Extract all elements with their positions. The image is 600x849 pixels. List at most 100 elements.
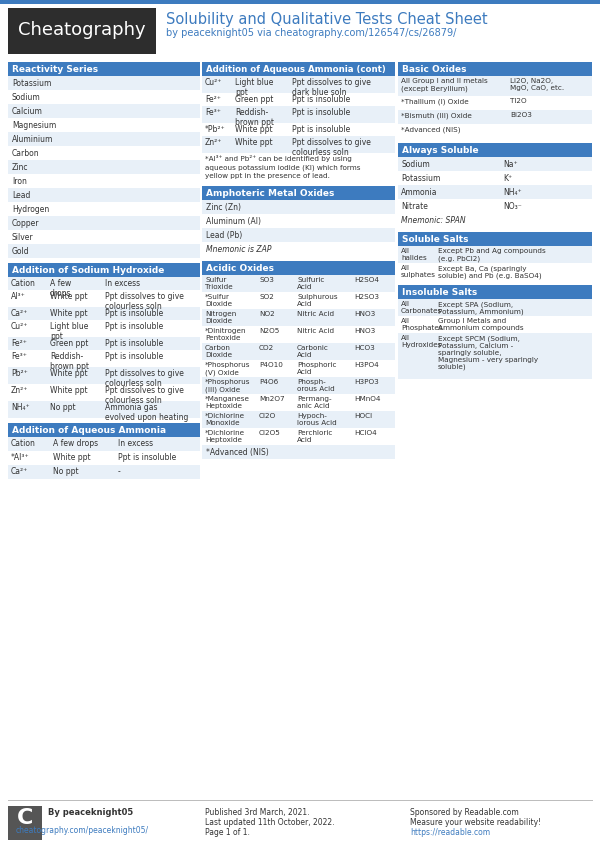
Bar (8, 132, 200, 146)
Text: cheatography.com/peaceknight05/: cheatography.com/peaceknight05/ (16, 826, 149, 835)
Bar (398, 96, 592, 110)
Text: Fe²⁺: Fe²⁺ (11, 339, 27, 348)
Text: SO2: SO2 (259, 294, 274, 300)
Text: Always Soluble: Always Soluble (402, 145, 479, 155)
Text: White ppt: White ppt (50, 292, 88, 301)
Text: Cation: Cation (11, 279, 36, 288)
Text: -: - (118, 467, 121, 476)
Text: Hydrogen: Hydrogen (12, 205, 49, 213)
Text: Silver: Silver (12, 233, 34, 241)
Text: All
halides: All halides (401, 248, 427, 261)
Text: Cation: Cation (11, 439, 36, 448)
Text: *Thallium (I) Oxide: *Thallium (I) Oxide (401, 98, 469, 104)
Bar (8, 350, 200, 367)
Text: Lead (Pb): Lead (Pb) (206, 230, 242, 239)
Bar (398, 62, 592, 76)
Text: Ammonia: Ammonia (401, 188, 437, 196)
Text: Except SPA (Sodium,
Potassium, Ammonium): Except SPA (Sodium, Potassium, Ammonium) (438, 301, 524, 315)
Bar (8, 90, 200, 104)
Text: H3PO3: H3PO3 (354, 379, 379, 385)
Text: White ppt: White ppt (235, 125, 272, 134)
Bar (398, 76, 592, 96)
Bar (8, 290, 200, 307)
Text: Ppt is insoluble: Ppt is insoluble (118, 453, 176, 462)
Text: Zinc (Zn): Zinc (Zn) (206, 203, 241, 211)
Bar (202, 261, 395, 275)
Bar (202, 93, 395, 106)
Bar (8, 146, 200, 160)
Text: Calcium: Calcium (12, 106, 43, 115)
Bar (202, 292, 395, 309)
Text: Fe³⁺: Fe³⁺ (11, 352, 27, 361)
Text: Ammonia gas
evolved upon heating: Ammonia gas evolved upon heating (105, 403, 188, 423)
Text: Copper: Copper (12, 218, 40, 228)
Text: *Phosphorus
(V) Oxide: *Phosphorus (V) Oxide (205, 362, 251, 375)
Text: *Dinitrogen
Pentoxide: *Dinitrogen Pentoxide (205, 328, 247, 341)
Text: Addition of Sodium Hydroxide: Addition of Sodium Hydroxide (12, 266, 164, 274)
Bar (398, 213, 592, 227)
Bar (8, 401, 200, 418)
Text: Published 3rd March, 2021.: Published 3rd March, 2021. (205, 808, 310, 817)
Bar (0, 0, 600, 4)
Text: No ppt: No ppt (50, 403, 76, 412)
Text: *Advanced (NIS): *Advanced (NIS) (206, 447, 269, 457)
Text: Bi2O3: Bi2O3 (510, 112, 532, 118)
Bar (398, 199, 592, 213)
Bar (8, 320, 200, 337)
Text: Hypoch-
lorous Acid: Hypoch- lorous Acid (297, 413, 337, 426)
Text: Iron: Iron (12, 177, 27, 185)
Text: HNO3: HNO3 (354, 311, 375, 317)
Text: P4O6: P4O6 (259, 379, 278, 385)
Text: White ppt: White ppt (50, 369, 88, 378)
Bar (202, 394, 395, 411)
Text: Light blue
ppt: Light blue ppt (50, 322, 88, 341)
Text: Sulphurous
Acid: Sulphurous Acid (297, 294, 338, 307)
Text: Except SPCM (Sodium,
Potassium, Calcium -
sparingly soluble,
Magnesium - very sp: Except SPCM (Sodium, Potassium, Calcium … (438, 335, 538, 370)
Text: HOCl: HOCl (354, 413, 372, 419)
Bar (8, 62, 200, 76)
Bar (202, 214, 395, 228)
Text: Ppt dissolves to give
dark blue soln: Ppt dissolves to give dark blue soln (292, 78, 371, 98)
Bar (202, 186, 395, 200)
Text: Green ppt: Green ppt (50, 339, 88, 348)
Text: HCO3: HCO3 (354, 345, 375, 351)
Text: Tl2O: Tl2O (510, 98, 527, 104)
Text: SO3: SO3 (259, 277, 274, 283)
Bar (202, 242, 395, 256)
Text: HClO4: HClO4 (354, 430, 377, 436)
Text: Reddish-
brown ppt: Reddish- brown ppt (50, 352, 89, 371)
Text: Reactivity Series: Reactivity Series (12, 65, 98, 74)
Bar (202, 200, 395, 214)
Bar (202, 411, 395, 428)
Bar (8, 230, 200, 244)
Bar (8, 202, 200, 216)
Bar (202, 309, 395, 326)
Bar (8, 76, 200, 90)
Text: White ppt: White ppt (50, 309, 88, 318)
Text: Phosph-
orous Acid: Phosph- orous Acid (297, 379, 335, 392)
Bar (8, 263, 200, 277)
Text: Permang-
anic Acid: Permang- anic Acid (297, 396, 332, 409)
Text: yellow ppt in the presence of lead.: yellow ppt in the presence of lead. (205, 173, 330, 179)
Text: Ppt is insoluble: Ppt is insoluble (105, 309, 163, 318)
Text: All Group I and II metals
(except Beryllium): All Group I and II metals (except Beryll… (401, 78, 488, 92)
Bar (398, 171, 592, 185)
Text: White ppt: White ppt (50, 386, 88, 395)
Text: Sulfuric
Acid: Sulfuric Acid (297, 277, 325, 290)
Text: Cheatography: Cheatography (18, 21, 146, 39)
Text: Cl2O: Cl2O (259, 413, 276, 419)
Text: All
Carbonates: All Carbonates (401, 301, 442, 314)
Text: Na⁺: Na⁺ (503, 160, 518, 168)
Text: Page 1 of 1.: Page 1 of 1. (205, 828, 250, 837)
Text: Sodium: Sodium (12, 93, 41, 102)
Bar (8, 244, 200, 258)
Text: Basic Oxides: Basic Oxides (402, 65, 467, 74)
Bar (202, 228, 395, 242)
Text: Ppt is insoluble: Ppt is insoluble (105, 339, 163, 348)
Text: A few
drops: A few drops (50, 279, 71, 298)
Text: by peaceknight05 via cheatography.com/126547/cs/26879/: by peaceknight05 via cheatography.com/12… (166, 28, 457, 38)
Text: *Al³⁺: *Al³⁺ (11, 453, 29, 462)
Text: Except Pb and Ag compounds
(e.g. PbCl2): Except Pb and Ag compounds (e.g. PbCl2) (438, 248, 546, 261)
Text: Sodium: Sodium (401, 160, 430, 168)
Bar (202, 428, 395, 445)
